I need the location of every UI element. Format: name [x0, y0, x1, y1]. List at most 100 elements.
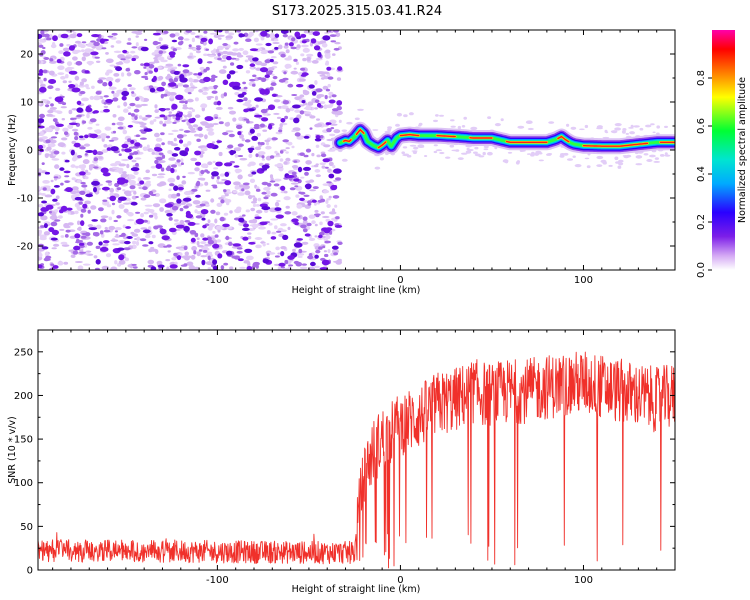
noise-speckle — [227, 106, 234, 110]
noise-speckle — [316, 95, 322, 99]
band-speckle — [396, 112, 402, 117]
noise-speckle — [99, 230, 104, 235]
noise-blob — [232, 81, 241, 87]
noise-blob — [91, 34, 100, 38]
noise-blob — [131, 57, 136, 62]
noise-speckle — [100, 218, 107, 223]
band-speckle — [622, 128, 627, 131]
noise-speckle — [278, 129, 283, 133]
noise-blob — [223, 162, 233, 167]
noise-speckle — [114, 182, 120, 188]
noise-speckle — [135, 35, 139, 38]
noise-speckle — [261, 181, 269, 186]
noise-speckle — [290, 70, 299, 75]
noise-blob — [105, 99, 114, 103]
noise-blob — [203, 76, 211, 83]
noise-speckle — [84, 200, 91, 205]
noise-blob — [78, 242, 85, 246]
band-speckle — [639, 127, 644, 131]
noise-speckle — [291, 130, 296, 132]
noise-speckle — [293, 260, 300, 265]
noise-speckle — [196, 45, 201, 48]
noise-speckle — [332, 195, 340, 199]
band-speckle — [470, 126, 478, 131]
noise-speckle — [132, 266, 138, 269]
band-speckle — [387, 126, 392, 129]
noise-speckle — [211, 90, 218, 94]
noise-blob — [233, 165, 240, 168]
noise-speckle — [285, 157, 291, 162]
noise-speckle — [91, 85, 95, 90]
noise-speckle — [325, 54, 331, 59]
noise-blob — [296, 84, 304, 88]
band-speckle — [478, 155, 485, 158]
noise-blob — [217, 253, 223, 259]
noise-speckle — [207, 267, 212, 270]
noise-speckle — [175, 84, 179, 89]
noise-speckle — [76, 114, 82, 118]
noise-speckle — [284, 42, 289, 46]
noise-blob — [38, 264, 43, 269]
noise-speckle — [255, 104, 259, 108]
noise-blob — [164, 203, 174, 208]
noise-speckle — [187, 171, 195, 175]
band-speckle — [341, 158, 348, 162]
noise-speckle — [154, 132, 160, 138]
noise-blob — [200, 37, 208, 43]
noise-speckle — [309, 189, 317, 192]
band-speckle — [502, 159, 509, 163]
noise-speckle — [47, 143, 56, 148]
noise-speckle — [38, 253, 43, 258]
noise-speckle — [105, 180, 113, 183]
noise-speckle — [291, 37, 296, 42]
noise-speckle — [332, 165, 336, 169]
noise-speckle — [180, 264, 188, 267]
noise-blob — [226, 250, 233, 256]
noise-speckle — [229, 210, 233, 214]
noise-blob — [248, 241, 256, 245]
noise-speckle — [333, 129, 341, 134]
noise-blob — [254, 97, 264, 102]
noise-speckle — [252, 203, 257, 208]
noise-speckle — [335, 177, 342, 181]
noise-speckle — [38, 185, 41, 191]
noise-blob — [174, 147, 181, 151]
noise-speckle — [158, 37, 163, 42]
noise-speckle — [135, 42, 139, 47]
noise-blob — [327, 220, 334, 227]
noise-speckle — [153, 60, 160, 64]
noise-speckle — [61, 244, 70, 247]
noise-speckle — [146, 144, 150, 149]
noise-speckle — [38, 168, 43, 173]
noise-speckle — [284, 211, 292, 215]
noise-speckle — [229, 110, 236, 115]
signal-hotspot-red — [377, 141, 387, 149]
noise-speckle — [242, 214, 246, 217]
noise-speckle — [336, 77, 342, 81]
noise-blob — [261, 206, 271, 211]
noise-speckle — [168, 92, 177, 96]
noise-blob — [337, 66, 343, 71]
noise-speckle — [224, 193, 229, 197]
noise-speckle — [133, 228, 141, 233]
noise-blob — [259, 221, 268, 226]
noise-speckle — [169, 183, 175, 187]
noise-speckle — [291, 145, 295, 149]
noise-speckle — [328, 211, 337, 215]
noise-speckle — [287, 83, 294, 88]
signal-hotspot-red — [355, 128, 365, 135]
noise-speckle — [67, 124, 74, 129]
band-speckle — [548, 121, 555, 124]
noise-blob — [248, 108, 255, 112]
noise-speckle — [307, 101, 314, 106]
noise-speckle — [84, 48, 93, 54]
noise-speckle — [170, 143, 178, 147]
band-speckle — [615, 161, 621, 164]
noise-speckle — [284, 115, 288, 120]
noise-speckle — [105, 76, 114, 82]
noise-speckle — [218, 121, 224, 125]
noise-blob — [85, 150, 94, 153]
noise-blob — [153, 67, 159, 73]
noise-speckle — [239, 266, 246, 269]
noise-speckle — [245, 70, 251, 74]
